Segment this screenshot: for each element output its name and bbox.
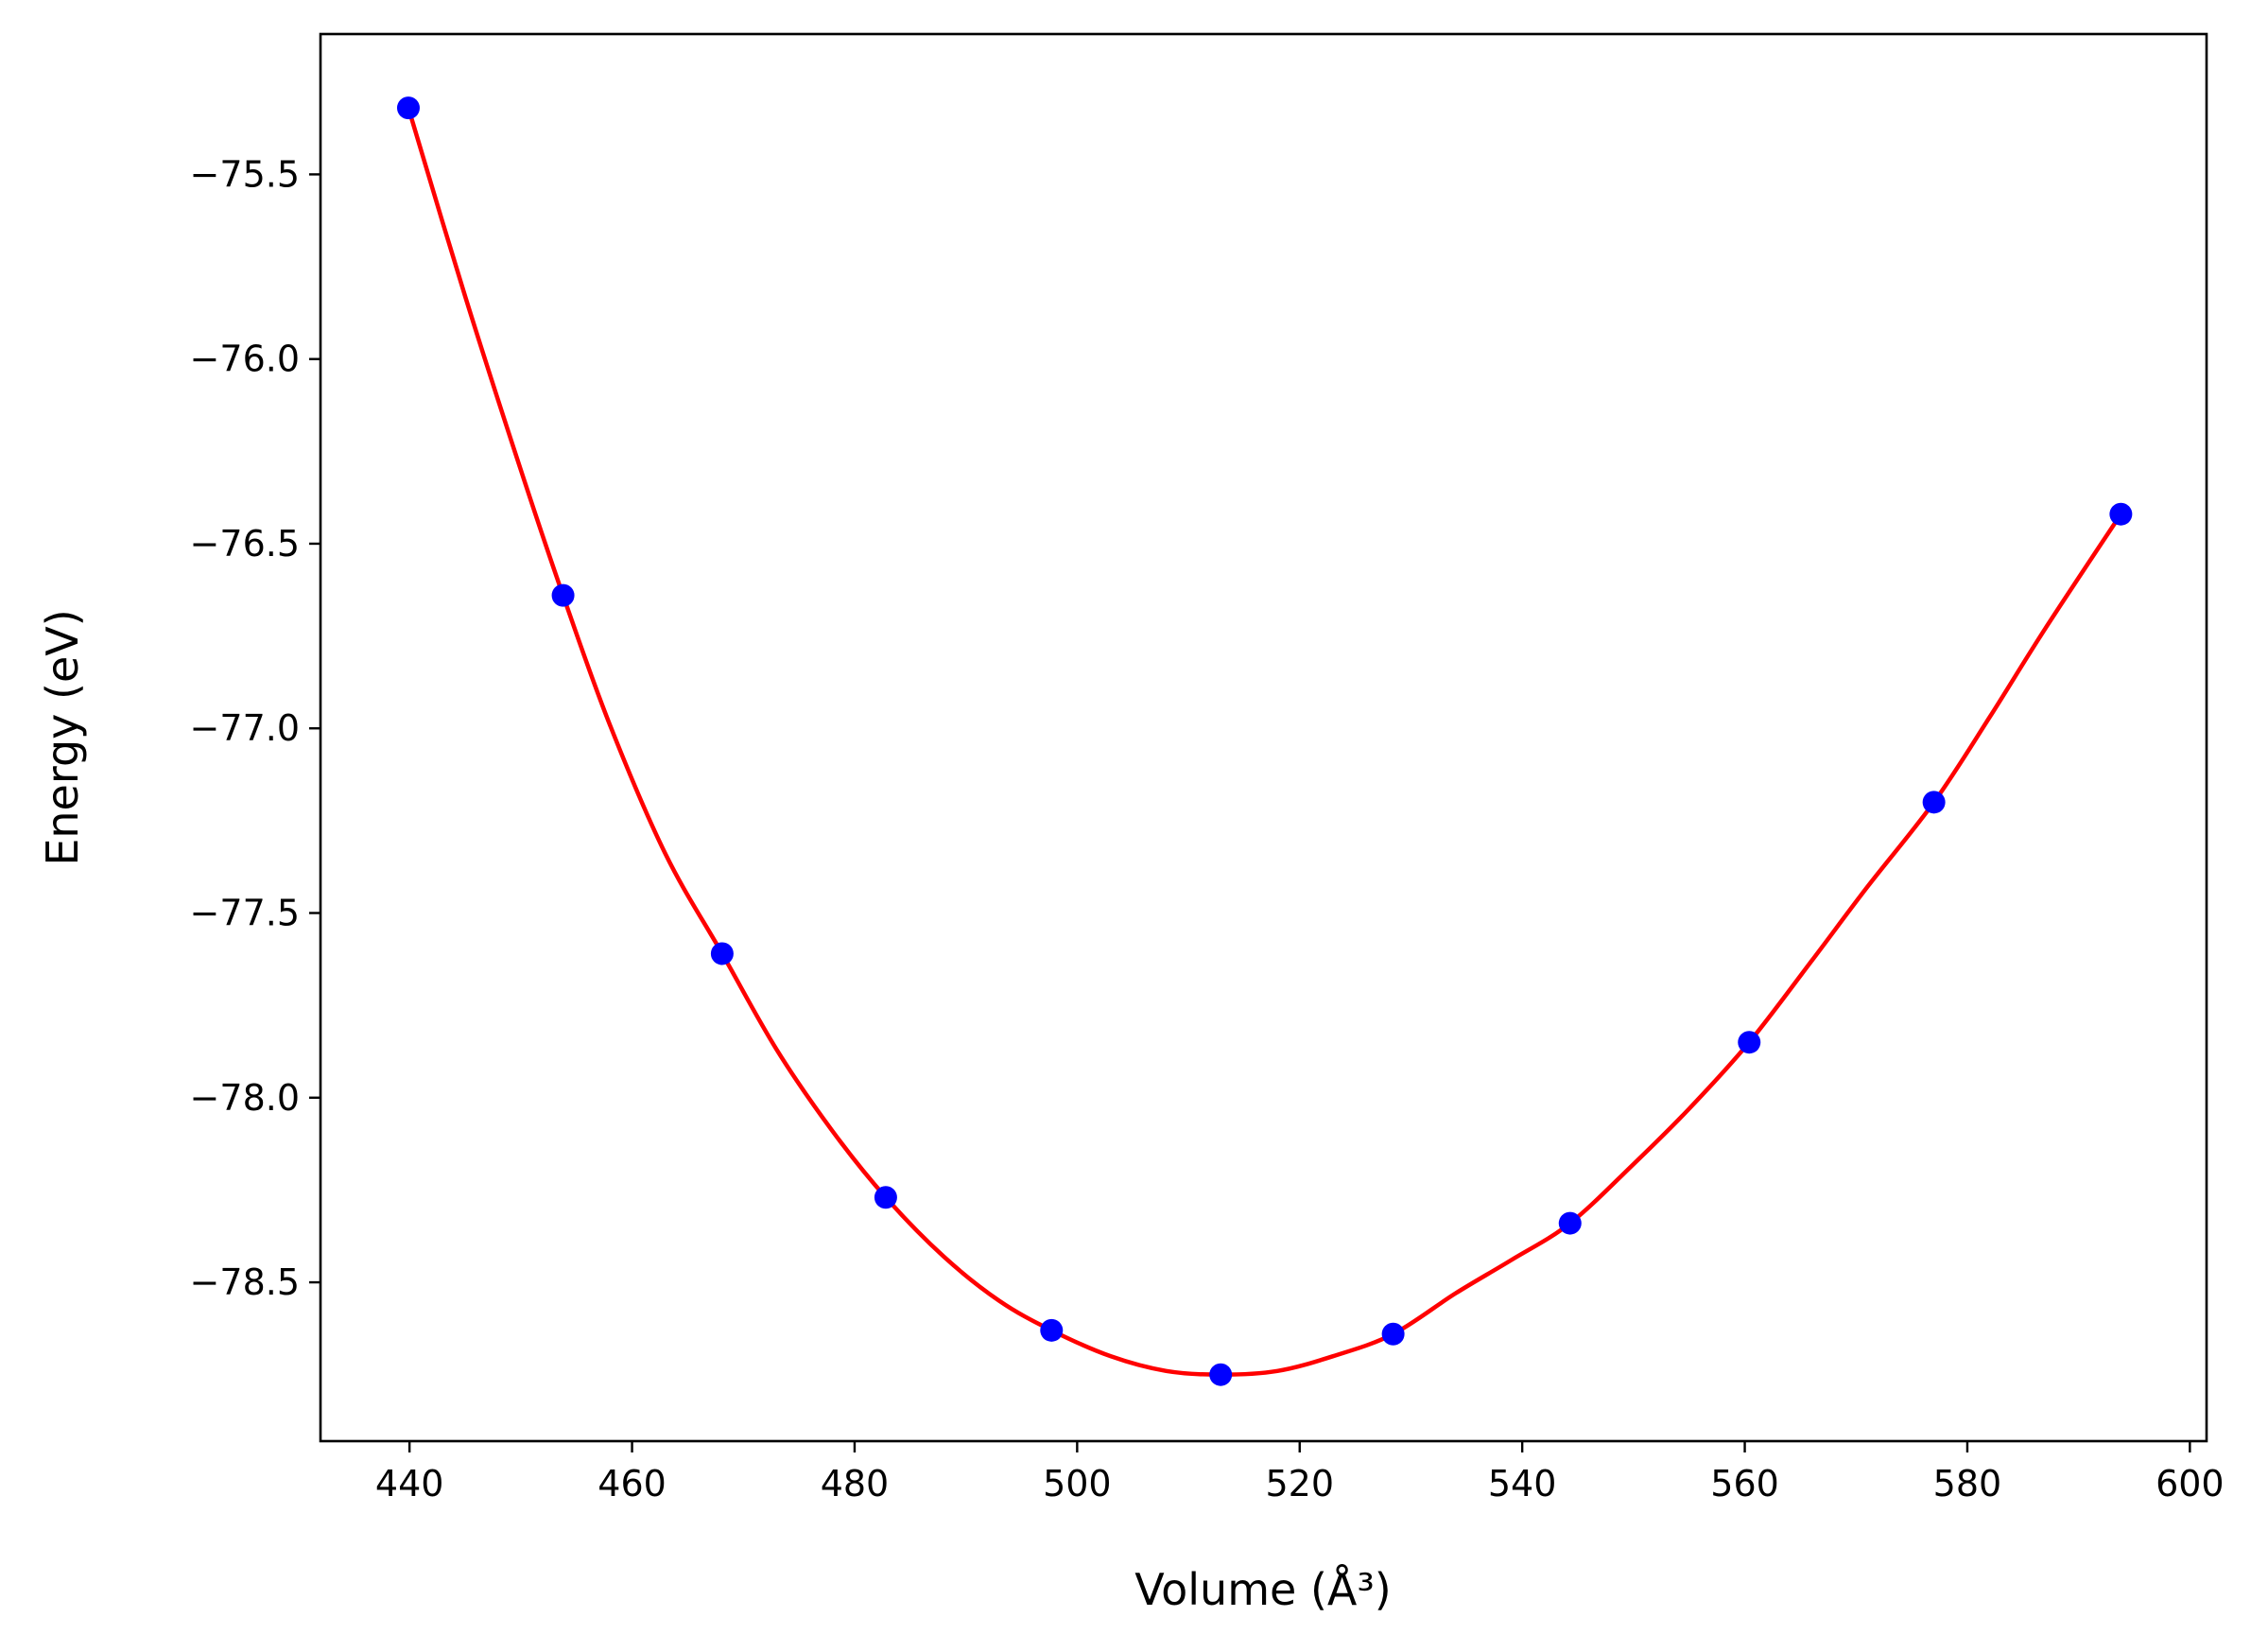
data-point (2109, 502, 2133, 526)
data-point (710, 942, 734, 965)
fit-curve-layer (406, 107, 2123, 1377)
data-point (1040, 1318, 1064, 1342)
x-tick-label: 460 (597, 1463, 667, 1504)
y-axis-label: Energy (eV) (37, 609, 88, 865)
data-point (396, 96, 420, 120)
y-tick-label: −77.0 (190, 707, 300, 749)
data-point (874, 1186, 897, 1209)
x-tick-label: 580 (1933, 1463, 2002, 1504)
x-tick-label: 500 (1043, 1463, 1112, 1504)
y-tick-label: −76.0 (190, 339, 300, 380)
x-axis: 440 460 480 500 520 540 560 580 600 (375, 1441, 2225, 1504)
data-point (1738, 1031, 1761, 1054)
y-tick-label: −76.5 (190, 523, 300, 565)
x-tick-label: 600 (2155, 1463, 2225, 1504)
data-point (1381, 1322, 1405, 1346)
data-point (1558, 1211, 1582, 1235)
data-markers-layer (396, 96, 2133, 1386)
x-tick-label: 520 (1265, 1463, 1334, 1504)
fit-curve (406, 107, 2123, 1377)
y-tick-label: −78.5 (190, 1261, 300, 1303)
y-tick-label: −78.0 (190, 1077, 300, 1119)
y-tick-label: −77.5 (190, 893, 300, 934)
data-point (551, 583, 575, 607)
x-axis-label: Volume (Å³) (1134, 1564, 1392, 1615)
x-tick-label: 560 (1710, 1463, 1779, 1504)
data-point (1209, 1363, 1233, 1386)
x-tick-label: 480 (821, 1463, 890, 1504)
x-tick-label: 540 (1488, 1463, 1557, 1504)
x-tick-label: 440 (375, 1463, 444, 1504)
plot-frame (319, 32, 2208, 1443)
data-point (1922, 791, 1946, 814)
y-axis: −75.5 −76.0 −76.5 −77.0 −77.5 −78.0 −78.5 (190, 153, 320, 1303)
y-tick-label: −75.5 (190, 153, 300, 195)
